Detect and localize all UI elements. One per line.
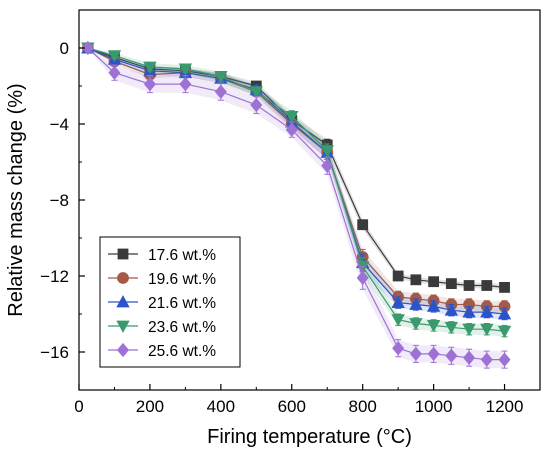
legend-label: 21.6 wt.% xyxy=(148,295,216,312)
data-point xyxy=(462,305,476,318)
y-tick-label: −4 xyxy=(50,115,69,134)
y-axis-title: Relative mass change (%) xyxy=(5,83,27,316)
data-point xyxy=(480,305,494,318)
data-point xyxy=(463,280,475,291)
legend-marker xyxy=(117,272,129,284)
series-line xyxy=(87,47,505,307)
legend-marker xyxy=(116,320,130,333)
data-point xyxy=(480,323,494,337)
data-point xyxy=(463,350,476,365)
data-point xyxy=(428,276,440,288)
data-point xyxy=(409,318,423,331)
legend-marker xyxy=(116,295,130,308)
y-tick-label: 0 xyxy=(60,39,69,58)
data-point xyxy=(107,50,122,63)
data-point xyxy=(497,307,512,320)
data-point xyxy=(321,158,334,173)
data-point xyxy=(480,352,493,367)
plot-series xyxy=(81,40,512,369)
data-point xyxy=(285,111,299,124)
legend-label: 23.6 wt.% xyxy=(148,319,216,336)
data-point xyxy=(108,65,121,80)
data-point xyxy=(427,346,440,362)
data-point xyxy=(320,145,334,158)
y-tick-label: −12 xyxy=(40,267,69,286)
legend-marker xyxy=(117,248,129,260)
data-point xyxy=(178,63,193,76)
data-point xyxy=(499,281,510,293)
legend-item: 23.6 wt.% xyxy=(108,319,216,336)
y-tick-label: −8 xyxy=(50,191,69,210)
data-point xyxy=(426,319,441,333)
x-tick-label: 0 xyxy=(74,397,83,416)
tick-labels: 0 200 400 600 800 1000 1200 0 −4 −8 −12 −16 xyxy=(40,39,523,416)
y-tick-label: −16 xyxy=(40,343,69,362)
data-point xyxy=(497,325,512,338)
x-tick-label: 800 xyxy=(349,397,377,416)
data-point xyxy=(214,84,227,99)
axes-frame xyxy=(78,9,541,391)
data-point xyxy=(462,323,476,337)
data-point xyxy=(143,76,156,92)
data-point xyxy=(356,270,369,286)
data-point xyxy=(409,297,423,310)
series-line xyxy=(87,47,505,332)
data-point xyxy=(357,219,369,231)
data-point xyxy=(249,86,263,99)
x-tick-label: 600 xyxy=(278,397,306,416)
data-point xyxy=(214,71,228,84)
x-tick-label: 1000 xyxy=(415,397,453,416)
data-point xyxy=(444,321,459,335)
legend-item: 17.6 wt.% xyxy=(108,247,216,264)
legend-marker xyxy=(116,342,130,358)
legend-label: 17.6 wt.% xyxy=(148,247,216,264)
x-tick-label: 1200 xyxy=(486,397,524,416)
data-point xyxy=(285,122,298,137)
x-tick-label: 200 xyxy=(136,397,164,416)
legend-label: 19.6 wt.% xyxy=(148,271,216,288)
series-5 xyxy=(81,40,511,369)
data-point xyxy=(392,270,404,282)
data-point xyxy=(179,76,192,92)
data-point xyxy=(392,341,405,356)
legend: 17.6 wt.% 19.6 wt.% 21.6 wt.% 23.6 wt.% 25.6… xyxy=(99,236,241,368)
legend-item: 19.6 wt.% xyxy=(108,271,216,288)
x-axis-title: Firing temperature (°C) xyxy=(207,426,412,448)
data-point xyxy=(444,303,459,316)
data-point xyxy=(481,280,493,291)
legend-label: 25.6 wt.% xyxy=(148,343,216,360)
data-point xyxy=(81,40,94,56)
data-point xyxy=(143,61,157,74)
data-point xyxy=(391,314,405,327)
series-line xyxy=(87,47,505,288)
data-point xyxy=(391,295,405,309)
data-point xyxy=(409,346,422,362)
data-point xyxy=(445,348,458,363)
legend-item: 21.6 wt.% xyxy=(108,295,216,312)
data-point xyxy=(498,352,511,367)
series-line xyxy=(87,47,505,361)
data-point xyxy=(410,274,422,286)
data-point xyxy=(426,299,441,312)
x-tick-label: 400 xyxy=(207,397,235,416)
data-point xyxy=(445,278,457,290)
legend-item: 25.6 wt.% xyxy=(108,342,216,360)
series-error-band xyxy=(87,48,505,369)
data-point xyxy=(250,97,263,113)
